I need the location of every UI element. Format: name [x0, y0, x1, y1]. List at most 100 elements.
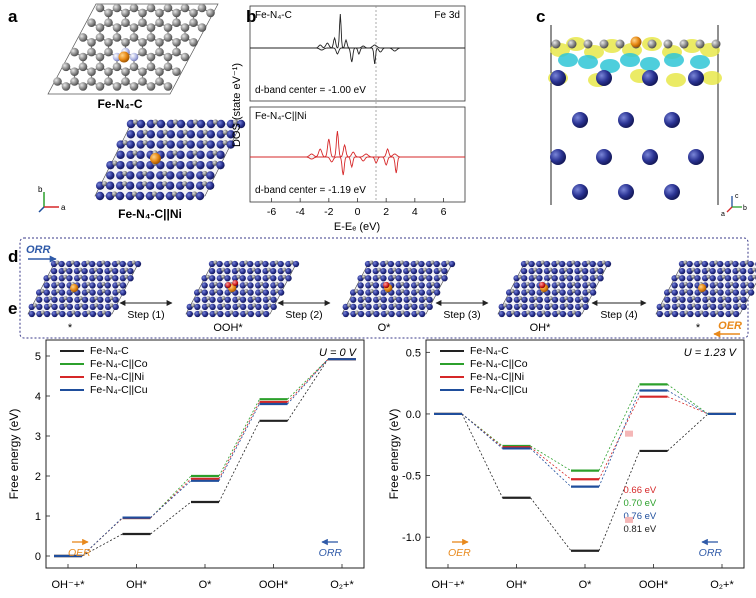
step-label-2: Step (2) [285, 309, 322, 321]
dos-panel: Fe-N₄-C Fe 3d d-band center = -1.00 eV F… [231, 5, 466, 233]
potential-condition: U = 1.23 V [684, 347, 738, 359]
y-tick-label-3: 3 [35, 431, 41, 443]
panel-label-e: e [8, 299, 17, 318]
legend-label-2: Fe-N₄-C||Ni [470, 371, 524, 383]
connector-2-3 [667, 396, 709, 415]
y-axis-label: Free energy (eV) [387, 409, 401, 500]
orr-label: ORR [26, 244, 51, 256]
overpotential-1: 0.70 eV [624, 498, 657, 509]
dos-curve-fe-n4-c-ni [250, 130, 465, 176]
connector-3-2 [218, 403, 260, 481]
y-tick-label-3: -1.0 [402, 532, 421, 544]
dos-curve-fe-n4-c [250, 13, 465, 65]
connector-2-1 [530, 446, 572, 480]
x-category-0: OH⁻+* [431, 579, 465, 591]
fe-n4-c-structure [47, 3, 219, 95]
connector-3-3 [667, 390, 709, 415]
fe-n4-c-ni-structure [94, 119, 246, 201]
connector-3-1 [150, 480, 192, 518]
y-tick-label-2: 2 [35, 471, 41, 483]
connector-1-0 [461, 413, 503, 447]
y-axis-label: Free energy (eV) [7, 409, 21, 500]
axis-a-label-c: a [721, 211, 725, 218]
orbital-label: Fe 3d [434, 10, 460, 21]
connector-0-0 [461, 413, 503, 498]
x-category-1: OH* [126, 579, 148, 591]
dos-top-dband: d-band center = -1.00 eV [255, 85, 366, 96]
panel-label-b: b [246, 7, 256, 26]
series-3 [54, 358, 356, 558]
oer-direction-label: OER [448, 547, 471, 559]
dos-top-label: Fe-N₄-C [255, 10, 292, 21]
step-label-1: Step (1) [127, 309, 164, 321]
x-category-3: OOH* [259, 579, 289, 591]
y-tick-label-2: -0.5 [402, 471, 421, 483]
dos-top-frame [249, 5, 466, 102]
dos-xtick-0: -6 [267, 206, 276, 218]
legend-label-0: Fe-N₄-C [470, 345, 509, 357]
y-tick-label-5: 5 [35, 351, 41, 363]
connector-0-1 [150, 501, 192, 535]
dos-xtick-5: 4 [412, 206, 418, 218]
free-energy-chart-u0: 0 1 2 3 4 5 OH⁻+* OH* O* OOH* O₂+* Free energy (eV)… [7, 339, 365, 591]
y-tick-label-0: 0 [35, 551, 41, 563]
lattice-axes-icon: b a [38, 185, 66, 213]
dos-bottom-label: Fe-N₄-C||Ni [255, 111, 307, 122]
state-label-4: * [696, 322, 701, 334]
state-label-3: OH* [530, 322, 552, 334]
legend-label-2: Fe-N₄-C||Ni [90, 371, 144, 383]
oer-label: OER [718, 320, 742, 332]
free-energy-chart-u123: 0.5 0.0 -0.5 -1.0 OH⁻+* OH* O* OOH* O₂+* Free ene… [387, 339, 745, 591]
legend-label-1: Fe-N₄-C||Co [90, 358, 148, 370]
connector-1-3 [667, 384, 709, 415]
connector-1-2 [218, 399, 260, 477]
x-category-2: O* [199, 579, 213, 591]
dos-xtick-3: 0 [355, 206, 361, 218]
axis-c-label: c [735, 193, 739, 200]
connector-0-2 [218, 420, 260, 503]
fe-n4-c-ni-label: Fe-N₄-C||Ni [118, 207, 182, 221]
connector-0-2 [598, 450, 640, 551]
connector-0-1 [530, 497, 572, 551]
x-category-0: OH⁻+* [51, 579, 85, 591]
legend-label-0: Fe-N₄-C [90, 345, 129, 357]
state-label-2: O* [378, 322, 392, 334]
connector-0-3 [287, 358, 329, 422]
oer-direction-label: OER [68, 547, 91, 559]
panel-label-c: c [536, 7, 545, 26]
x-category-4: O₂+* [710, 579, 734, 591]
dos-xlabel: E-Eₑ (eV) [334, 221, 380, 233]
connector-1-2 [598, 384, 640, 471]
series-2 [434, 395, 736, 481]
step-label-3: Step (3) [443, 309, 480, 321]
dos-bottom-dband: d-band center = -1.19 eV [255, 185, 366, 196]
fe-n4-c-label: Fe-N₄-C [97, 97, 142, 111]
connector-2-3 [287, 358, 329, 403]
y-tick-label-1: 0.0 [406, 409, 421, 421]
connector-3-0 [461, 413, 503, 449]
dos-ylabel: DOS (state eV⁻¹) [231, 63, 243, 147]
axis-b-label-c: b [743, 205, 747, 212]
series-3 [434, 389, 736, 488]
state-label-1: OOH* [213, 322, 243, 334]
dos-xtick-4: 2 [383, 206, 389, 218]
axis-a-label: a [61, 203, 66, 212]
overpotential-marker-icon-2 [625, 516, 633, 523]
overpotential-2: 0.76 eV [624, 511, 657, 522]
connector-1-3 [287, 358, 329, 400]
overpotential-0: 0.66 eV [624, 485, 657, 496]
legend-label-3: Fe-N₄-C||Cu [90, 384, 148, 396]
y-tick-label-0: 0.5 [406, 347, 421, 359]
state-label-0: * [68, 322, 73, 334]
x-category-4: O₂+* [330, 579, 354, 591]
x-category-1: OH* [506, 579, 528, 591]
step-label-4: Step (4) [600, 309, 637, 321]
connector-3-2 [598, 390, 640, 487]
x-category-3: OOH* [639, 579, 669, 591]
connector-0-3 [667, 413, 709, 452]
axis-b-label: b [38, 185, 43, 194]
dos-xtick-6: 6 [441, 206, 447, 218]
y-tick-label-1: 1 [35, 511, 41, 523]
connector-1-1 [530, 445, 572, 471]
